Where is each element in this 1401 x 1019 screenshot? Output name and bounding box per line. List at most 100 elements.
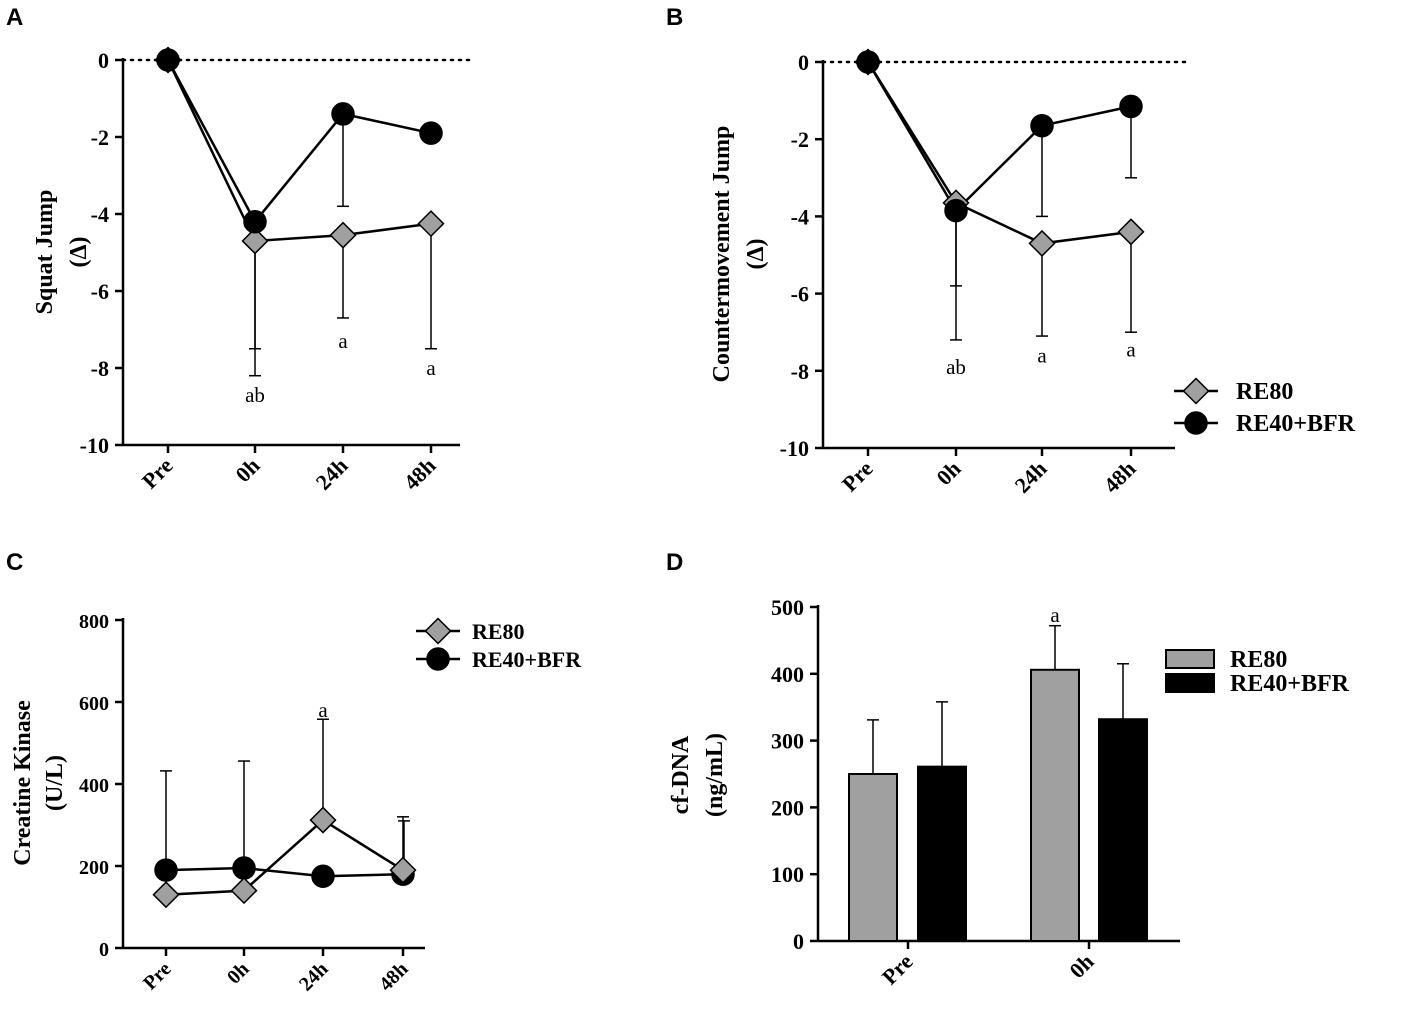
panel-c-y-axis-label-line: Creatine Kinase [10, 700, 36, 866]
panel-d-y-axis-label-line: (ng/mL) [702, 733, 728, 817]
panel-d-legend-re80-marker [1165, 649, 1215, 669]
panel-d-ytick-label: 300 [771, 729, 804, 754]
panel-a-ytick-label: -10 [80, 433, 109, 458]
panel-b-re80-point-24h [1028, 229, 1056, 257]
panel-b-xtick-label-48h: 48h [1099, 456, 1141, 498]
panel-d-re80-bar-pre [848, 773, 898, 942]
panel-letter-d: D [666, 549, 683, 576]
panel-b-ytick-label: -2 [791, 127, 809, 152]
panel-c-re40-bfr-point-0h [232, 856, 256, 880]
panel-c-legend-re80-marker [424, 617, 452, 645]
panel-c-re40-bfr-point-pre [154, 858, 178, 882]
panel-d-ytick-label: 200 [771, 795, 804, 820]
panel-a-re40-bfr-point-48h [419, 121, 443, 145]
panel-c-ytick-label: 400 [79, 775, 109, 797]
panel-b-ytick-label: -4 [791, 204, 809, 229]
panel-c-legend-re40-bfr-label: RE40+BFR [472, 647, 582, 672]
panel-b-xtick-label-pre: Pre [837, 456, 878, 497]
panel-d-ytick-label: 0 [793, 929, 804, 954]
panel-a-y-axis-label-line: (Δ) [66, 236, 92, 267]
panel-b-legend-re80-marker [1182, 377, 1210, 405]
panel-d-y-axis-label: cf-DNA (ng/mL) [668, 733, 728, 817]
panel-b-re80-point-48h [1117, 218, 1145, 246]
panel-d-ytick-label: 400 [771, 662, 804, 687]
panel-a-re80-point-24h [329, 221, 357, 249]
panel-c-re80-point-48h [389, 856, 417, 884]
panel-c-y-axis-label: Creatine Kinase (U/L) [10, 700, 68, 866]
panel-b-y-axis-label-line: (Δ) [743, 238, 769, 269]
panel-b-re40-bfr-point-24h [1030, 113, 1054, 138]
panel-c-ytick-label: 600 [79, 693, 109, 715]
panel-a-y-axis-label: Squat Jump (Δ) [32, 190, 92, 315]
panel-d-re80-bar-0h [1030, 668, 1080, 942]
panel-a-re40-bfr-line [166, 59, 432, 224]
panel-d-chart: 0 100 200 300 400 500 Pre 0h cf-DNA (ng/mL) a RE80R… [668, 595, 1350, 990]
panel-d-legend-re80-label: RE80 [1230, 647, 1287, 673]
panel-a-xtick-label-24h: 24h [311, 453, 353, 495]
panel-c-re80-point-pre [152, 881, 180, 909]
panel-c-ytick-label: 0 [99, 939, 109, 961]
panel-c-re80-point-0h [230, 877, 258, 905]
panel-b-ytick-label: 0 [798, 50, 809, 75]
panel-b-y-axis-label-line: Countermovement Jump [709, 126, 735, 383]
panel-a-xtick-label-0h: 0h [230, 453, 264, 487]
panel-letter-b: B [666, 4, 683, 31]
panel-c-re80-point-24h [309, 806, 337, 834]
panel-b-annotation-48h: a [1126, 338, 1136, 362]
panel-d-legend-re40-bfr-marker [1165, 673, 1215, 693]
panel-c-xtick-label-48h: 48h [375, 958, 413, 996]
panel-d-ytick-label: 500 [771, 595, 804, 620]
panel-b-re40-bfr-point-0h [944, 198, 968, 223]
panel-a-ytick-label: -8 [91, 356, 109, 381]
panel-b-re40-bfr-point-pre [856, 50, 880, 74]
panel-b-ytick-label: -10 [780, 436, 809, 461]
panel-c-re40-bfr-point-24h [311, 864, 335, 888]
panel-c-xtick-label-24h: 24h [295, 958, 333, 996]
panel-a-xtick-label-pre: Pre [137, 453, 178, 494]
panel-b-xtick-label-0h: 0h [931, 456, 965, 490]
panel-a-ytick-label: -6 [91, 279, 109, 304]
panel-b-xtick-label-24h: 24h [1010, 456, 1052, 498]
panel-d-legend-re40-bfr-label: RE40+BFR [1230, 671, 1350, 697]
panel-b-ytick-label: -6 [791, 282, 809, 307]
panel-b-legend-re40-bfr-label: RE40+BFR [1236, 411, 1356, 437]
panel-a-re80-point-0h [241, 227, 269, 255]
panel-c-chart: 0 200 400 600 800 Pre 0h 24h 48h Creatine Kinase(… [10, 611, 582, 996]
panel-d-re40-bfr-bar-pre [917, 765, 967, 942]
panel-b-legend-re80-label: RE80 [1236, 379, 1293, 405]
panel-c-ytick-label: 800 [79, 611, 109, 633]
panel-a-chart: 0 -2 -4 -6 -8 -10 Pre 0h 24h 48h Squat Jump (Δ) ab a a [32, 46, 477, 495]
panel-d-annotation-0h: a [1050, 603, 1060, 627]
panel-a-ytick-label: -2 [91, 125, 109, 150]
panel-b-ytick-label: -8 [791, 359, 809, 384]
panel-a-xtick-label-48h: 48h [399, 453, 441, 495]
panel-a-re40-bfr-point-0h [243, 209, 267, 234]
panel-b-re40-bfr-point-48h [1119, 94, 1143, 119]
panel-d-y-axis-label-line: cf-DNA [668, 735, 694, 814]
panel-letter-a: A [6, 4, 23, 31]
panel-a-re40-bfr-point-24h [331, 102, 355, 126]
panel-b-legend-re40-bfr-marker [1184, 411, 1208, 435]
panel-c-annotation-24h: a [318, 698, 328, 722]
panel-a-y-axis-label-line: Squat Jump [32, 190, 58, 315]
panel-b-re80-line [866, 61, 1132, 245]
panel-a-annotation-24h: a [338, 329, 348, 353]
panel-b-chart: 0 -2 -4 -6 -8 -10 Pre 0h 24h 48h Countermovement J… [709, 48, 1356, 498]
panel-c-legend-re80-label: RE80 [472, 619, 525, 644]
panel-letter-c: C [6, 549, 23, 576]
panel-c-legend-re40-bfr-marker [426, 647, 450, 671]
panel-c-xtick-label-pre: Pre [139, 958, 176, 995]
panel-d-ytick-label: 100 [771, 862, 804, 887]
panel-b-annotation-24h: a [1037, 343, 1047, 367]
panel-a-annotation-48h: a [426, 356, 436, 380]
panel-c-re40-bfr-line [165, 866, 404, 878]
panel-c-ytick-label: 200 [79, 857, 109, 879]
panel-b-annotation-0h: ab [946, 355, 966, 379]
panel-a-ytick-label: -4 [91, 202, 109, 227]
panel-d-xtick-label-pre: Pre [877, 949, 918, 990]
panel-b-re40-bfr-line [866, 61, 1132, 213]
panel-a-annotation-0h: ab [245, 383, 265, 407]
panel-b-y-axis-label: Countermovement Jump (Δ) [709, 126, 769, 383]
panel-a-re80-point-48h [417, 210, 445, 238]
